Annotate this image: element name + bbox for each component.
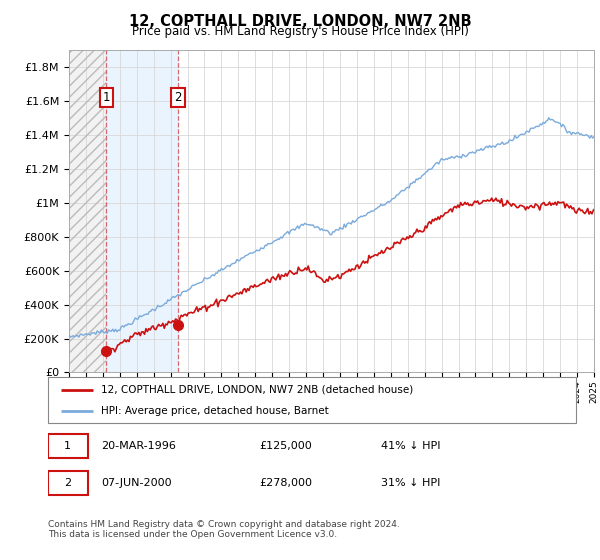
FancyBboxPatch shape [48, 471, 88, 496]
Text: HPI: Average price, detached house, Barnet: HPI: Average price, detached house, Barn… [101, 407, 329, 416]
Text: 2: 2 [64, 478, 71, 488]
FancyBboxPatch shape [48, 377, 576, 423]
Text: 07-JUN-2000: 07-JUN-2000 [101, 478, 172, 488]
Text: 20-MAR-1996: 20-MAR-1996 [101, 441, 176, 451]
Bar [106, 50, 178, 372]
Text: 12, COPTHALL DRIVE, LONDON, NW7 2NB (detached house): 12, COPTHALL DRIVE, LONDON, NW7 2NB (det… [101, 385, 413, 395]
Text: £125,000: £125,000 [259, 441, 312, 451]
Bar [69, 50, 106, 372]
Text: Price paid vs. HM Land Registry's House Price Index (HPI): Price paid vs. HM Land Registry's House … [131, 25, 469, 38]
Text: £278,000: £278,000 [259, 478, 312, 488]
Text: 12, COPTHALL DRIVE, LONDON, NW7 2NB: 12, COPTHALL DRIVE, LONDON, NW7 2NB [128, 14, 472, 29]
Text: 1: 1 [103, 91, 110, 104]
Text: 2: 2 [175, 91, 182, 104]
Text: 31% ↓ HPI: 31% ↓ HPI [380, 478, 440, 488]
Text: 41% ↓ HPI: 41% ↓ HPI [380, 441, 440, 451]
Bar [69, 50, 106, 372]
Text: 1: 1 [64, 441, 71, 451]
FancyBboxPatch shape [48, 434, 88, 458]
Text: Contains HM Land Registry data © Crown copyright and database right 2024.
This d: Contains HM Land Registry data © Crown c… [48, 520, 400, 539]
